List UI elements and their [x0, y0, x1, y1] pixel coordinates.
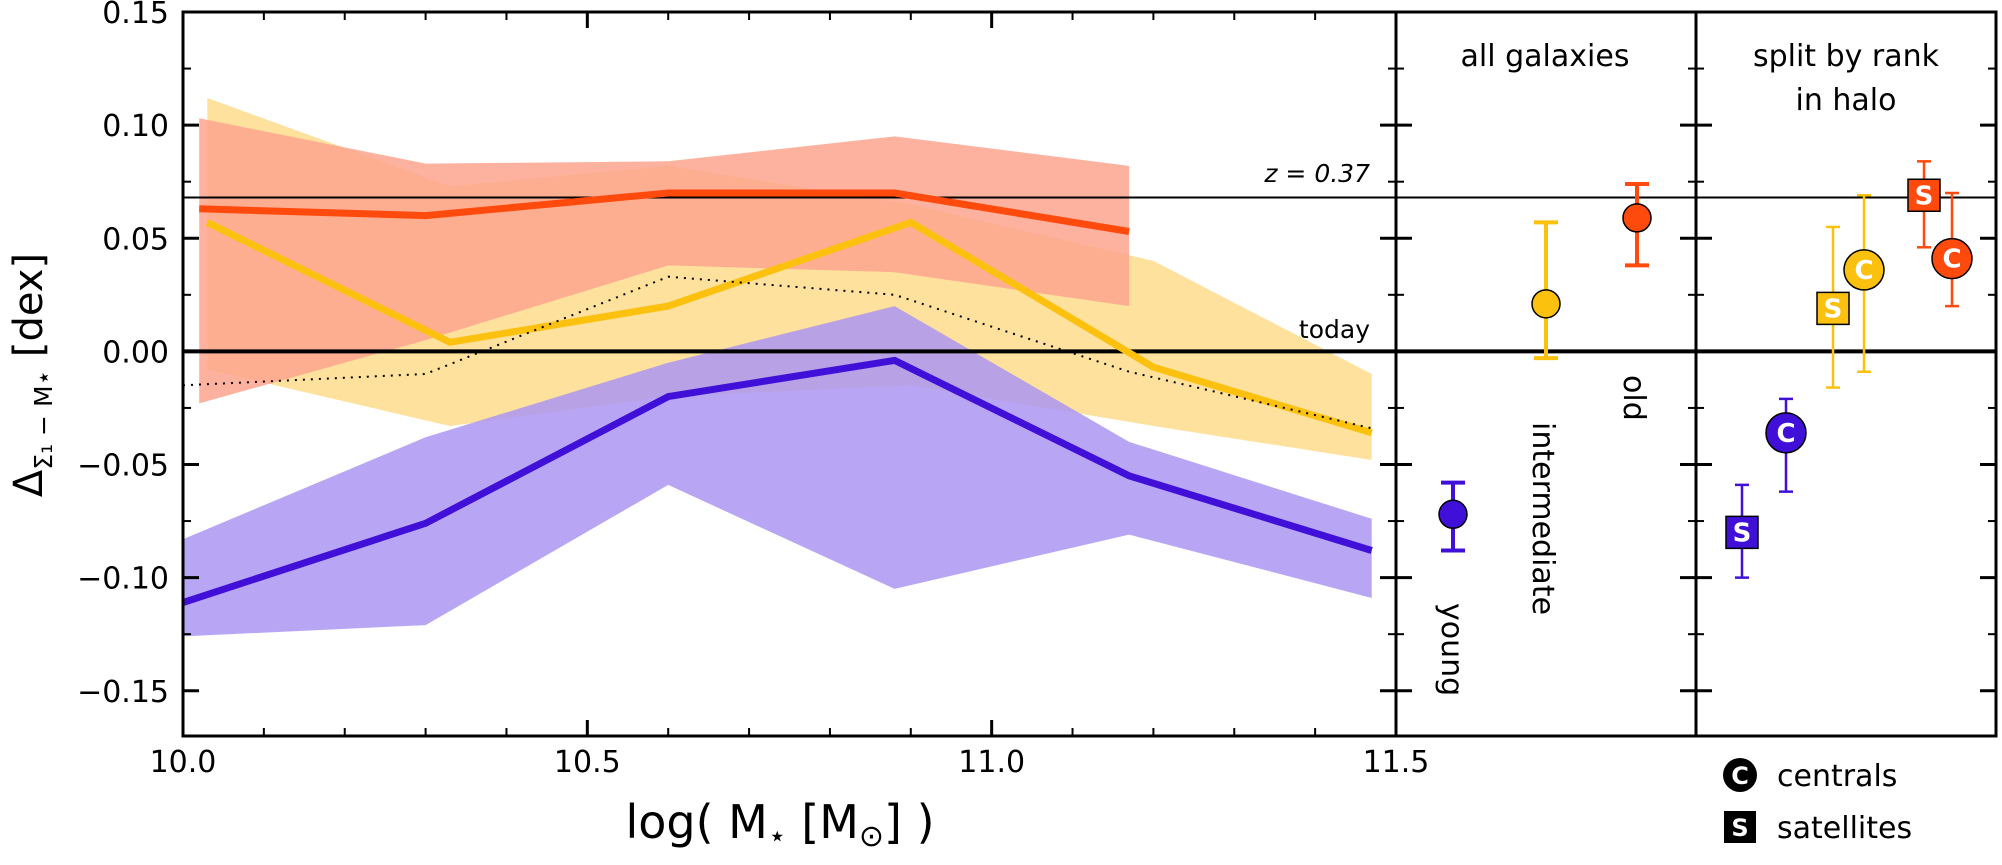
ytick-label: 0.05 [102, 222, 169, 257]
all-galaxies-title: all galaxies [1461, 39, 1630, 74]
marker-letter-intermediate-central: C [1854, 256, 1873, 286]
ytick-label: −0.05 [77, 449, 169, 484]
svg-text:C: C [1731, 762, 1749, 790]
point-young [1438, 499, 1468, 530]
ytick-label: −0.10 [77, 562, 169, 597]
label-young: young [1434, 603, 1469, 696]
label-old: old [1616, 375, 1651, 421]
series-line-all [183, 275, 1372, 430]
marker-young-satellite [1725, 515, 1759, 550]
point-old [1622, 203, 1652, 233]
band-young [183, 306, 1372, 637]
marker-old-satellite [1907, 178, 1941, 213]
series-line-old [199, 189, 1130, 235]
ytick-label: 0.15 [102, 0, 169, 31]
marker-letter-old-central: C [1942, 245, 1961, 275]
xtick-label: 11.5 [1363, 745, 1430, 780]
point-intermediate [1531, 289, 1561, 319]
legend: C centrals S satellites [1723, 758, 1912, 846]
marker-intermediate-satellite [1816, 291, 1850, 326]
x-axis-label: log( M⋆ [M⊙] ) [625, 795, 934, 854]
label-intermediate: intermediate [1525, 422, 1560, 615]
marker-letter-old-satellite: S [1915, 181, 1934, 211]
marker-letter-young-central: C [1776, 419, 1795, 449]
split-title-line1: split by rank [1753, 39, 1940, 74]
series-line-young [183, 356, 1373, 606]
series-line-intermediate [205, 218, 1373, 437]
xtick-label: 11.0 [958, 745, 1025, 780]
ytick-label: −0.15 [77, 675, 169, 710]
marker-old-central [1931, 237, 1973, 280]
ytick-label: 0.10 [102, 109, 169, 144]
xtick-label: 10.0 [150, 745, 217, 780]
legend-satellites-label: satellites [1777, 811, 1912, 846]
legend-satellite-marker: S [1724, 811, 1756, 843]
marker-young-central [1765, 412, 1807, 454]
z-line-label: z = 0.37 [1263, 159, 1370, 188]
split-title-line2: in halo [1796, 83, 1897, 118]
main-panel [183, 98, 1996, 637]
y-axis-label: ΔΣ₁ − M⋆ [dex] [6, 253, 58, 497]
marker-intermediate-central [1843, 249, 1885, 291]
svg-text:S: S [1731, 814, 1748, 842]
legend-centrals-label: centrals [1777, 759, 1897, 794]
marker-letter-intermediate-satellite: S [1824, 294, 1843, 324]
today-line-label: today [1299, 315, 1370, 344]
xtick-label: 10.5 [554, 745, 621, 780]
marker-letter-young-satellite: S [1733, 518, 1752, 548]
ytick-label: 0.00 [102, 335, 169, 370]
legend-central-marker: C [1723, 758, 1757, 792]
all-galaxies-panel [1438, 181, 1652, 553]
right-frame [1694, 10, 1998, 738]
